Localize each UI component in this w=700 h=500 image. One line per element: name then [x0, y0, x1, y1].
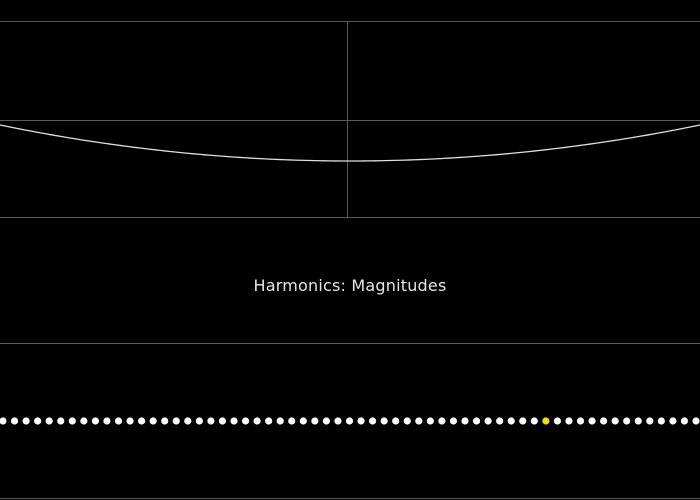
- harmonic-dot[interactable]: [288, 417, 296, 425]
- waveform-graph: [0, 21, 700, 218]
- harmonic-dot[interactable]: [472, 417, 481, 425]
- harmonic-dot[interactable]: [138, 417, 146, 425]
- harmonic-dot[interactable]: [103, 417, 111, 425]
- harmonic-dot[interactable]: [161, 417, 169, 425]
- harmonic-dot[interactable]: [114, 417, 123, 425]
- harmonic-dot[interactable]: [576, 417, 585, 425]
- harmonic-dot[interactable]: [68, 417, 76, 425]
- harmonic-dot-selected[interactable]: [542, 417, 550, 425]
- harmonic-dot[interactable]: [438, 417, 446, 425]
- harmonic-dot[interactable]: [57, 417, 65, 425]
- harmonic-dot[interactable]: [392, 417, 400, 425]
- harmonic-dot[interactable]: [265, 417, 273, 425]
- harmonic-dot[interactable]: [334, 417, 342, 425]
- harmonic-dot[interactable]: [230, 417, 238, 425]
- harmonic-dot[interactable]: [0, 417, 7, 425]
- harmonic-dot[interactable]: [519, 417, 527, 425]
- harmonic-dot[interactable]: [149, 417, 157, 425]
- harmonic-dot[interactable]: [299, 417, 307, 425]
- harmonic-dot[interactable]: [403, 417, 411, 425]
- harmonic-dot[interactable]: [10, 417, 19, 425]
- harmonic-dot[interactable]: [195, 417, 203, 425]
- harmonic-dot[interactable]: [588, 417, 596, 425]
- harmonic-dot[interactable]: [415, 417, 423, 425]
- harmonic-dot[interactable]: [611, 417, 619, 425]
- harmonic-dot[interactable]: [496, 417, 504, 425]
- waveform-display: [0, 0, 700, 220]
- harmonic-dot[interactable]: [218, 417, 227, 425]
- harmonic-dot[interactable]: [80, 417, 88, 425]
- harmonic-dot[interactable]: [634, 417, 642, 425]
- harmonic-dot[interactable]: [692, 417, 700, 425]
- harmonic-dot[interactable]: [311, 417, 319, 425]
- harmonic-dots[interactable]: [0, 417, 700, 425]
- harmonic-dot[interactable]: [484, 417, 492, 425]
- section-title: Harmonics: Magnitudes: [253, 276, 447, 295]
- harmonics-magnitudes-panel[interactable]: [0, 343, 700, 500]
- harmonic-dot[interactable]: [34, 417, 42, 425]
- harmonic-dot[interactable]: [426, 417, 434, 425]
- harmonic-dot[interactable]: [369, 417, 377, 425]
- harmonic-dot[interactable]: [241, 417, 250, 425]
- harmonic-dot[interactable]: [553, 417, 562, 425]
- harmonic-dot[interactable]: [126, 417, 134, 425]
- harmonics-graph[interactable]: [0, 343, 700, 500]
- harmonic-dot[interactable]: [91, 417, 99, 425]
- harmonic-dot[interactable]: [172, 417, 180, 425]
- harmonic-dot[interactable]: [657, 417, 665, 425]
- harmonic-dot[interactable]: [45, 417, 53, 425]
- harmonic-dot[interactable]: [276, 417, 284, 425]
- harmonic-dot[interactable]: [22, 417, 30, 425]
- harmonic-dot[interactable]: [669, 417, 677, 425]
- harmonic-dot[interactable]: [345, 417, 354, 425]
- harmonic-dot[interactable]: [680, 417, 689, 425]
- harmonic-dot[interactable]: [207, 417, 215, 425]
- harmonic-dot[interactable]: [646, 417, 654, 425]
- harmonic-dot[interactable]: [530, 417, 538, 425]
- harmonic-dot[interactable]: [253, 417, 261, 425]
- harmonic-dot[interactable]: [380, 417, 388, 425]
- harmonic-dot[interactable]: [600, 417, 608, 425]
- harmonic-dot[interactable]: [449, 417, 458, 425]
- harmonic-dot[interactable]: [322, 417, 330, 425]
- waveform-curve: [0, 124, 700, 162]
- harmonic-dot[interactable]: [357, 417, 365, 425]
- harmonic-dot[interactable]: [461, 417, 469, 425]
- harmonic-dot[interactable]: [623, 417, 631, 425]
- harmonic-dot[interactable]: [565, 417, 573, 425]
- harmonic-dot[interactable]: [507, 417, 515, 425]
- harmonic-dot[interactable]: [184, 417, 192, 425]
